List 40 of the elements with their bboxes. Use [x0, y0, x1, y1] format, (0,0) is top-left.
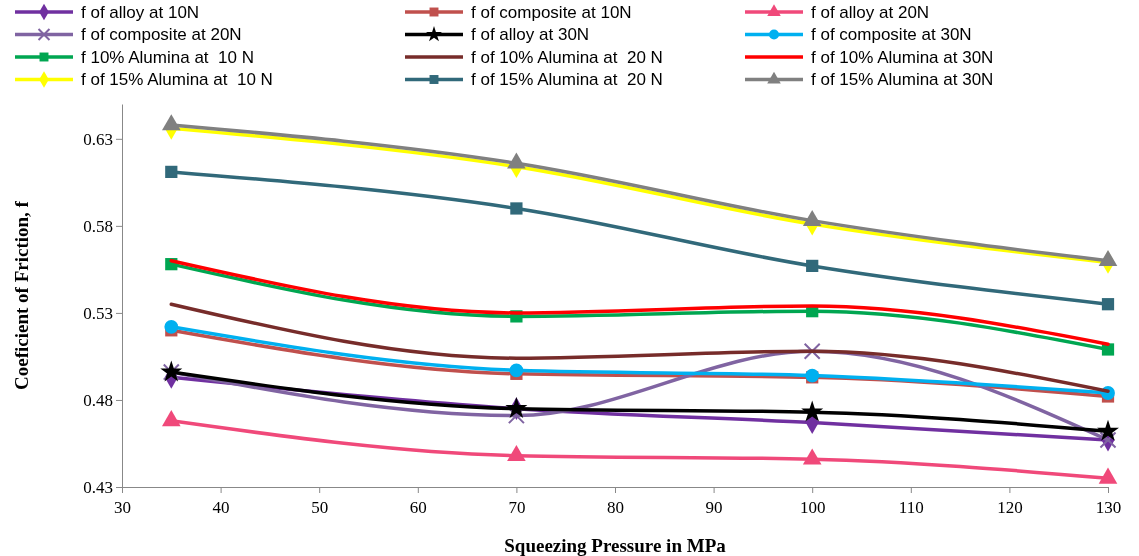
x-tick-label: 100	[799, 498, 826, 517]
y-tick-label: 0.53	[83, 303, 113, 323]
legend-label: f of composite at 30N	[811, 25, 972, 45]
point	[801, 400, 824, 422]
legend-label: f of 15% Alumina at 30N	[811, 70, 994, 90]
x-tick-label: 80	[607, 498, 624, 517]
legend-label: f of alloy at 20N	[811, 2, 930, 22]
legend-label: f of 15% Alumina at 20 N	[471, 70, 663, 90]
y-tick-label: 0.43	[83, 477, 113, 497]
point	[803, 342, 821, 360]
x-tick-label: 110	[898, 498, 924, 517]
x-tick-label: 90	[705, 498, 723, 517]
x-tick-label: 30	[114, 498, 131, 517]
point	[505, 397, 528, 419]
x-tick-label: 130	[1095, 498, 1122, 517]
point	[510, 202, 523, 215]
y-axis-title: Coeficient of Friction, f	[11, 200, 32, 390]
point	[164, 319, 179, 334]
x-tick-label: 120	[997, 498, 1023, 517]
point	[509, 363, 524, 378]
point	[1101, 298, 1115, 311]
x-tick-label: 70	[508, 498, 526, 517]
legend-label: f 10% Alumina at 10 N	[81, 47, 254, 67]
y-tick-label: 0.63	[83, 129, 113, 149]
legend-label: f of composite at 10N	[471, 2, 632, 22]
legend-label: f of 10% Alumina at 30N	[811, 47, 994, 67]
x-tick-label: 50	[311, 498, 329, 517]
legend-label: f of alloy at 10N	[81, 2, 200, 22]
y-tick-label: 0.58	[83, 216, 113, 236]
x-tick-label: 60	[409, 498, 427, 517]
legend-label: f of alloy at 30N	[471, 25, 590, 45]
x-axis-title: Squeezing Pressure in MPa	[504, 535, 727, 556]
legend-label: f of composite at 20N	[81, 25, 242, 45]
legend-label: f of 15% Alumina at 10 N	[81, 70, 273, 90]
point	[806, 259, 819, 273]
point	[1097, 419, 1119, 441]
point	[165, 165, 178, 179]
legend-label: f of 10% Alumina at 20 N	[471, 47, 663, 67]
x-tick-label: 40	[212, 498, 230, 517]
y-tick-label: 0.48	[83, 390, 113, 410]
